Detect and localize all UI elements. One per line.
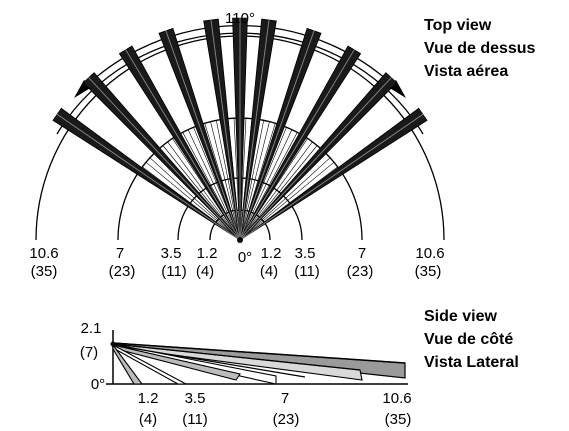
top-origin-label: 0° (238, 249, 252, 266)
top-range-ft-label: (11) (294, 263, 320, 280)
detection-beam-gap (239, 77, 392, 241)
top-range-ft-label: (11) (161, 263, 187, 280)
side-beam-edge (112, 342, 406, 364)
detection-fine-line (167, 141, 241, 241)
side-range-ft-label: (4) (139, 411, 157, 428)
angle-label: 110° (225, 10, 255, 27)
side-range-m-label: 3.5 (185, 390, 206, 407)
side-range-m-label: 10.6 (382, 390, 411, 407)
detection-beam-gap (239, 30, 315, 241)
top-view-diagram: 110° 0° 10.6 (35) 7 (23) 3.5 (11) 1.2 (4… (29, 10, 535, 280)
detection-fine-line (162, 145, 241, 241)
top-range-ft-label: (23) (347, 263, 374, 280)
side-range-ft-label: (23) (273, 411, 300, 428)
detection-fine-line (239, 157, 331, 241)
top-range-m-label: 7 (116, 245, 124, 262)
detection-fine-line (239, 121, 270, 241)
detection-beam-gap (210, 19, 241, 241)
side-beam-1-2m (112, 343, 144, 385)
detection-fine-line (239, 120, 264, 241)
detection-beam-gap (239, 19, 270, 241)
top-range-m-label: 3.5 (161, 245, 182, 262)
side-height-m-label: 2.1 (81, 320, 102, 337)
detection-fine-line (216, 120, 241, 241)
top-range-ft-label: (4) (196, 263, 214, 280)
side-range-m-label: 1.2 (138, 390, 159, 407)
detection-fine-line (187, 129, 241, 241)
side-height-ft-label: (7) (80, 344, 98, 361)
side-view-title-en: Side view (424, 308, 497, 325)
side-beam-edge (112, 344, 306, 378)
sensor-origin-dot (237, 237, 243, 243)
top-range-ft-label: (35) (415, 263, 442, 280)
top-range-ft-label: (35) (31, 263, 58, 280)
side-view-title-fr: Vue de côté (424, 331, 513, 348)
detection-fine-line (145, 161, 241, 241)
top-range-m-label: 10.6 (29, 245, 58, 262)
top-range-ft-label: (4) (260, 263, 278, 280)
top-view-title-en: Top view (424, 17, 492, 34)
top-range-m-label: 10.6 (415, 245, 444, 262)
top-view-title-es: Vista aérea (424, 63, 508, 80)
detection-beams (52, 17, 428, 241)
detection-beam-gap (165, 30, 241, 241)
top-range-m-label: 7 (358, 245, 366, 262)
detection-fine-line (239, 141, 313, 241)
side-sensor-dot (110, 341, 116, 347)
side-range-ft-label: (35) (385, 411, 412, 428)
side-origin-label: 0° (91, 376, 105, 393)
detection-beam-gap (56, 113, 241, 241)
top-range-ft-label: (23) (109, 263, 136, 280)
detection-fine-line (239, 129, 293, 241)
side-range-ft-label: (11) (182, 411, 208, 428)
detection-fine-line (239, 161, 335, 241)
side-view-diagram: 2.1 (7) 0° 1.2 (4) 3.5 (11) 7 (23) 10.6 … (80, 308, 519, 428)
side-view-title-es: Vista Lateral (424, 354, 519, 371)
detection-beam-gap (239, 49, 355, 241)
detection-beam-gap (88, 77, 241, 241)
side-range-m-label: 7 (281, 390, 289, 407)
detection-fine-line (149, 157, 241, 241)
detection-fine-line (210, 121, 241, 241)
top-range-m-label: 1.2 (197, 245, 218, 262)
top-view-title-fr: Vue de dessus (424, 40, 536, 57)
detection-fine-line (239, 145, 318, 241)
detection-beam-gap (239, 113, 424, 241)
detection-beam-gap (125, 49, 241, 241)
top-range-m-label: 1.2 (261, 245, 282, 262)
side-beam-edge (112, 343, 361, 371)
top-range-m-label: 3.5 (295, 245, 316, 262)
